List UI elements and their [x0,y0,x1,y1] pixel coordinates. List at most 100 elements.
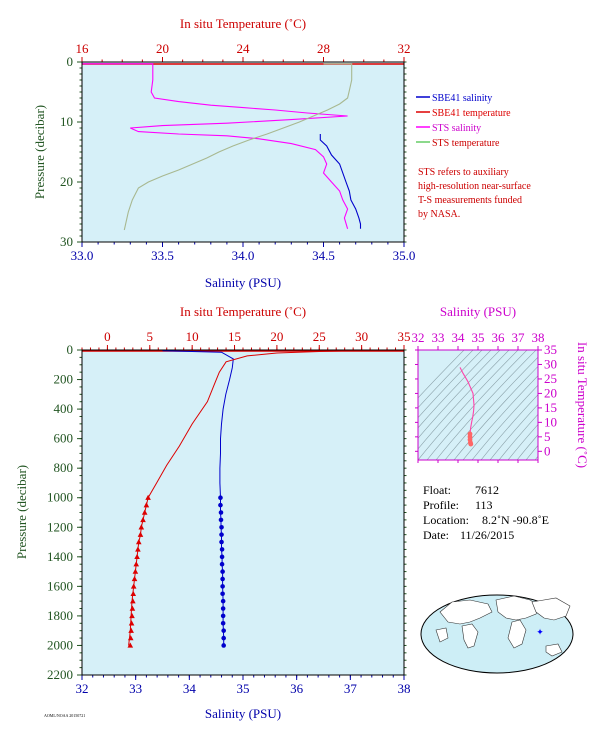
main-salinity-point [218,495,223,501]
main-sal-tick-label: 34 [183,681,197,696]
ts-sal-tick-label: 37 [512,330,526,345]
main-pres-tick-label: 800 [54,460,74,475]
ts-density-contour [418,350,519,460]
legend-label-sbe-temperature: SBE41 temperature [432,108,511,119]
ts-density-contours [418,350,538,460]
map-continents [435,595,571,657]
main-salinity-point [220,569,225,574]
main-plot-frame [81,349,405,676]
float-location-marker-icon: ✦ [536,627,544,637]
legend-note-line-4: by NASA. [418,209,460,220]
main-pres-tick-label: 1200 [47,519,73,534]
ts-sal-tick-label: 32 [412,330,425,345]
ts-plot-frame [417,349,539,461]
ts-density-contour [462,375,538,460]
main-temperature-point [141,509,148,515]
main-sal-tick-label: 32 [76,681,89,696]
legend-note-line-1: STS refers to auxiliary [418,167,509,178]
top-sal-tick-label: 35.0 [393,248,416,263]
float-value: 7612 [475,483,499,497]
main-salinity-point [220,591,225,597]
ts-temp-tick-label: 15 [544,400,557,415]
location-value: 8.2˚N -90.8˚E [482,513,549,527]
main-temp-tick-label: 0 [104,329,111,344]
date-label: Date: [423,528,449,542]
top-plot-area [82,62,404,242]
main-pres-tick-label: 600 [54,431,74,446]
main-salinity-point [221,628,226,633]
top-pressure-axis-title: Pressure (decibar) [32,105,47,199]
ts-density-contour [444,356,538,460]
float-label: Float: [423,483,451,497]
main-temperature-point [129,612,135,619]
world-map: ✦ [420,594,574,674]
main-salinity-point [220,613,226,619]
main-salinity-point [219,524,224,530]
ts-density-contour [418,350,474,409]
ts-density-contour [418,350,465,399]
main-temp-tick-label: 20 [270,329,283,344]
main-pressure-axis-title: Pressure (decibar) [14,465,29,559]
main-temp-tick-label: 10 [186,329,199,344]
main-temperature-point [127,642,134,648]
main-temperature-point [143,502,150,508]
main-temp-tick-label: 25 [313,329,326,344]
ts-temp-tick-label: 0 [544,443,551,458]
main-temperature-point [134,553,140,560]
main-temperature-point [128,627,134,633]
main-pres-tick-label: 0 [67,342,74,357]
main-temperature-point [129,605,136,611]
date-value: 11/26/2015 [460,528,514,542]
main-salinity-point [220,620,226,626]
top-series-sts-salinity [82,63,349,229]
ts-sal-tick-label: 36 [492,330,506,345]
main-temperature-point [130,590,137,596]
main-pres-tick-label: 400 [54,401,74,416]
top-plot-data [82,63,404,231]
top-sal-tick-label: 33.0 [71,248,94,263]
main-sal-tick-label: 35 [237,681,250,696]
location-label: Location: [423,513,469,527]
ts-plot-data [459,367,475,447]
ts-temp-tick-label: 10 [544,414,557,429]
ts-density-contour [480,394,538,460]
footer-stamp: AOML/NOAA 20150721 [44,713,85,718]
main-salinity-point [220,598,226,604]
main-pres-tick-label: 1600 [47,578,73,593]
main-pres-tick-label: 200 [54,372,74,387]
ts-density-contour [507,424,538,460]
main-salinity-point [220,606,226,611]
main-temp-tick-label: 5 [147,329,154,344]
main-salinity-point [219,554,225,560]
main-temp-tick-label: 35 [398,329,411,344]
main-series-salinity [162,350,234,646]
top-pres-tick-label: 10 [60,114,73,129]
main-salinity-point [218,502,223,508]
main-salinity-axis-title: Salinity (PSU) [205,706,281,721]
main-temperature-point [145,494,151,500]
ts-density-contour [453,365,538,460]
profile-info: Float: 7612 Profile: 113 Location: 8.2˚N… [423,483,549,542]
main-temperature-point [138,524,145,530]
top-temp-tick-label: 28 [317,41,330,56]
main-plot-data [82,350,404,648]
ts-temperature-axis-title: In situ Temperature (˚C) [575,342,590,468]
main-salinity-point [219,539,224,545]
main-salinity-point [220,576,225,582]
top-sal-tick-label: 33.5 [151,248,174,263]
top-sal-tick-label: 34.5 [312,248,335,263]
main-temp-tick-label: 30 [355,329,368,344]
main-temperature-point [130,598,136,604]
main-sal-tick-label: 38 [398,681,411,696]
top-temp-tick-label: 32 [398,41,411,56]
ts-sal-tick-label: 38 [532,330,545,345]
top-pres-tick-label: 20 [60,174,73,189]
ts-density-contour [525,444,538,460]
top-series-sts-temperature [123,63,353,231]
main-plot-area [82,350,404,675]
main-salinity-point [218,510,224,515]
main-pres-tick-label: 2200 [47,667,73,682]
main-salinity-point [220,584,225,589]
main-temperature-point [135,539,142,545]
ts-profile-point [468,441,474,447]
